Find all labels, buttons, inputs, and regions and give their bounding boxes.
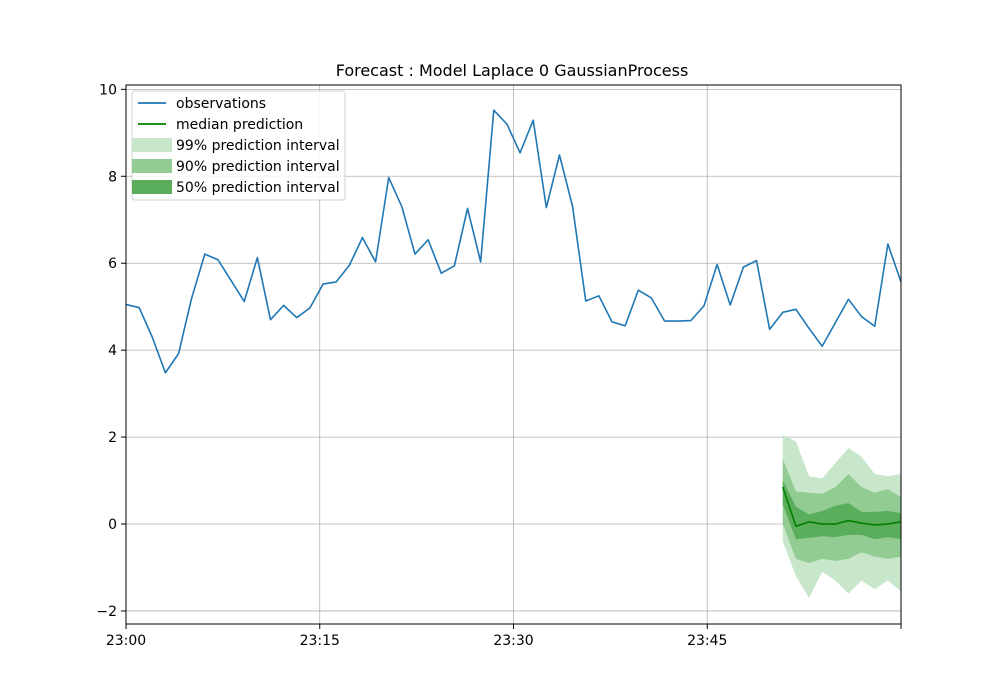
y-tick-label: 6 (108, 256, 117, 272)
observations-line (125, 109, 902, 374)
chart-title: Forecast : Model Laplace 0 GaussianProce… (336, 61, 689, 80)
prediction-bands (782, 434, 901, 598)
axis-ticks: 23:00 23:15 23:30 23:45 −2 0 2 4 6 8 10 (96, 82, 902, 649)
legend-label: 50% prediction interval (176, 180, 340, 196)
y-tick-label: 10 (99, 82, 117, 98)
y-tick-label: 2 (108, 430, 117, 446)
legend-label: observations (176, 96, 266, 112)
y-tick-label: 8 (108, 169, 117, 185)
legend-swatch (132, 180, 172, 194)
median-prediction-line (782, 486, 902, 527)
x-tick-label: 23:00 (106, 633, 146, 649)
legend-swatch (132, 159, 172, 173)
legend-label: 99% prediction interval (176, 138, 340, 154)
y-tick-label: 4 (108, 343, 117, 359)
x-tick-label: 23:15 (300, 633, 340, 649)
legend-label: 90% prediction interval (176, 159, 340, 175)
x-tick-label: 23:30 (493, 633, 533, 649)
y-tick-label: −2 (96, 604, 117, 620)
legend-swatch (132, 138, 172, 152)
legend-label: median prediction (176, 117, 303, 133)
legend: observations median prediction 99% predict… (131, 90, 346, 201)
x-tick-label: 23:45 (687, 633, 727, 649)
y-tick-label: 0 (108, 517, 117, 533)
series-lines (125, 109, 902, 527)
